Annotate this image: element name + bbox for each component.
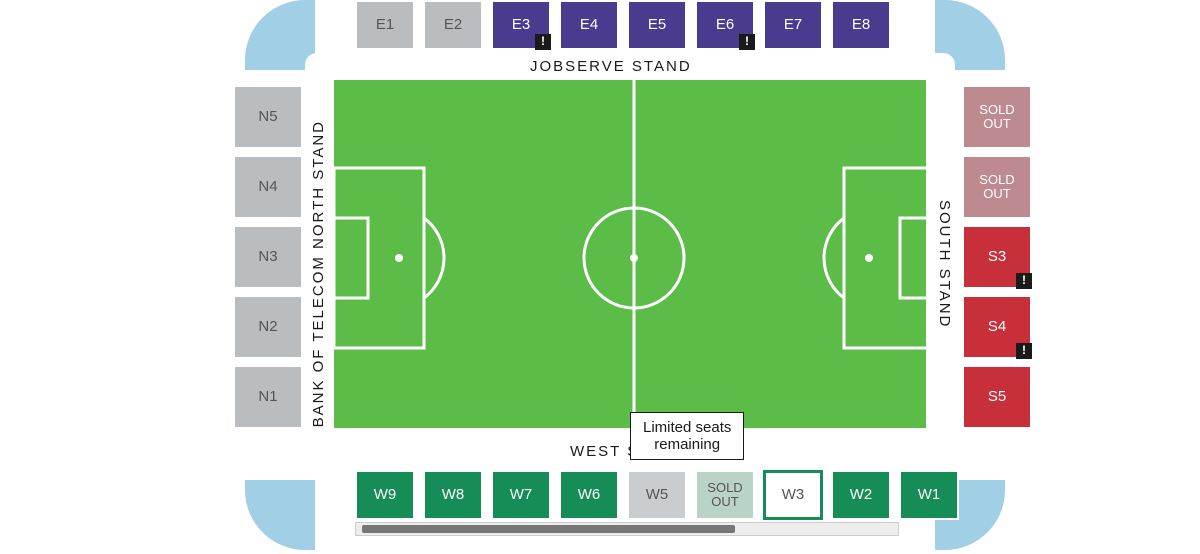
- seat-block-e8[interactable]: E8: [831, 0, 891, 50]
- seat-label: S4: [988, 319, 1006, 336]
- warning-icon: !: [1016, 273, 1032, 289]
- east-stand-label: JOBSERVE STAND: [530, 58, 692, 75]
- football-pitch: [330, 76, 930, 432]
- corner-block: [245, 480, 315, 550]
- seat-label: E7: [784, 17, 802, 34]
- warning-icon: !: [535, 34, 551, 50]
- seat-label: S3: [988, 249, 1006, 266]
- seat-block-sold-out[interactable]: SOLDOUT: [962, 155, 1032, 219]
- seat-block-w8[interactable]: W8: [423, 470, 483, 520]
- seat-label: W9: [374, 487, 397, 504]
- seat-label: N1: [258, 389, 277, 406]
- warning-icon: !: [739, 34, 755, 50]
- seat-label: E3: [512, 17, 530, 34]
- seat-block-e2[interactable]: E2: [423, 0, 483, 50]
- seat-label: W2: [850, 487, 873, 504]
- seat-label: W3: [782, 487, 805, 504]
- seat-block-w7[interactable]: W7: [491, 470, 551, 520]
- seat-label: W1: [918, 487, 941, 504]
- seat-block-e6[interactable]: E6!: [695, 0, 755, 50]
- seat-label: E4: [580, 17, 598, 34]
- seat-block-w5[interactable]: W5: [627, 470, 687, 520]
- seat-label: E8: [852, 17, 870, 34]
- seat-label: W8: [442, 487, 465, 504]
- seat-block-n3[interactable]: N3: [233, 225, 303, 289]
- north-stand-label: BANK OF TELECOM NORTH STAND: [310, 120, 327, 427]
- seat-block-n4[interactable]: N4: [233, 155, 303, 219]
- seat-block-sold-out[interactable]: SOLDOUT: [962, 85, 1032, 149]
- seat-label: S5: [988, 389, 1006, 406]
- seat-label: SOLDOUT: [979, 103, 1014, 132]
- seat-label: N2: [258, 319, 277, 336]
- stadium-map: JOBSERVE STAND WEST STAND BANK OF TELECO…: [0, 0, 1200, 554]
- seat-label: E2: [444, 17, 462, 34]
- seat-block-w3[interactable]: W3: [763, 470, 823, 520]
- seat-block-n1[interactable]: N1: [233, 365, 303, 429]
- limited-seats-tooltip: Limited seatsremaining: [630, 412, 744, 460]
- seat-label: SOLDOUT: [979, 173, 1014, 202]
- seat-block-e7[interactable]: E7: [763, 0, 823, 50]
- seat-block-s3[interactable]: S3!: [962, 225, 1032, 289]
- seat-label: W6: [578, 487, 601, 504]
- seat-block-e1[interactable]: E1: [355, 0, 415, 50]
- corner-block: [245, 0, 315, 70]
- seat-label: SOLDOUT: [707, 481, 742, 510]
- seat-block-n2[interactable]: N2: [233, 295, 303, 359]
- seat-label: W7: [510, 487, 533, 504]
- seat-label: N5: [258, 109, 277, 126]
- seat-block-w2[interactable]: W2: [831, 470, 891, 520]
- seat-block-s4[interactable]: S4!: [962, 295, 1032, 359]
- tooltip-text: Limited seatsremaining: [643, 419, 731, 453]
- seat-block-w9[interactable]: W9: [355, 470, 415, 520]
- seat-block-e5[interactable]: E5: [627, 0, 687, 50]
- seat-block-e4[interactable]: E4: [559, 0, 619, 50]
- seat-block-sold-out[interactable]: SOLDOUT: [695, 470, 755, 520]
- seat-label: N3: [258, 249, 277, 266]
- seat-block-w6[interactable]: W6: [559, 470, 619, 520]
- seat-label: E5: [648, 17, 666, 34]
- seat-label: W5: [646, 487, 669, 504]
- south-stand-label: SOUTH STAND: [936, 200, 953, 328]
- warning-icon: !: [1016, 343, 1032, 359]
- seat-block-s5[interactable]: S5: [962, 365, 1032, 429]
- seat-label: E1: [376, 17, 394, 34]
- seat-label: N4: [258, 179, 277, 196]
- seat-block-e3[interactable]: E3!: [491, 0, 551, 50]
- pitch-markings: [334, 80, 934, 436]
- seat-block-w1[interactable]: W1: [899, 470, 959, 520]
- horizontal-scrollbar[interactable]: [355, 522, 899, 536]
- seat-label: E6: [716, 17, 734, 34]
- seat-block-n5[interactable]: N5: [233, 85, 303, 149]
